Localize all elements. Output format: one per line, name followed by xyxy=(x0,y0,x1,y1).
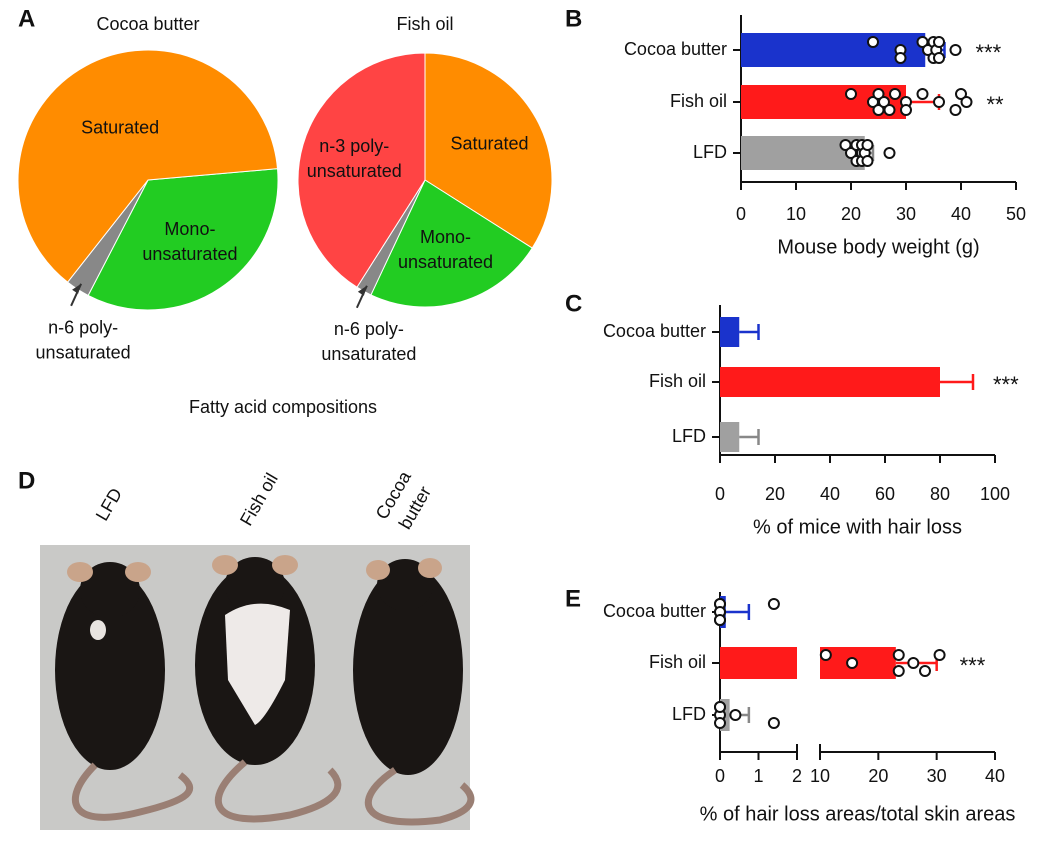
significance: *** xyxy=(960,653,986,678)
data-point xyxy=(845,88,857,100)
data-point xyxy=(714,701,726,713)
bar xyxy=(720,367,940,397)
photo-label: LFD xyxy=(92,485,126,524)
data-point xyxy=(955,88,967,100)
data-point xyxy=(892,665,905,677)
data-point xyxy=(867,36,879,48)
pie-label: Saturated xyxy=(81,117,159,137)
y-tick-label: Fish oil xyxy=(649,652,706,672)
photo xyxy=(40,545,475,830)
bar xyxy=(720,422,740,452)
data-point xyxy=(767,598,780,610)
x-tick-label: 60 xyxy=(875,484,895,504)
x-tick-label: 30 xyxy=(896,204,916,224)
photo-label: Fish oil xyxy=(236,470,282,529)
x-tick-label: 100 xyxy=(980,484,1010,504)
x-tick-label: 0 xyxy=(715,484,725,504)
pie-label: Saturated xyxy=(451,133,529,153)
y-tick-label: Cocoa butter xyxy=(624,39,727,59)
x-tick-label: 80 xyxy=(930,484,950,504)
data-point xyxy=(714,717,726,729)
x-tick-label: 0 xyxy=(715,766,725,786)
data-point xyxy=(916,88,929,100)
y-tick-label: Cocoa butter xyxy=(603,601,706,621)
panel-letter: A xyxy=(18,5,35,32)
x-tick-label: 0 xyxy=(736,204,746,224)
data-point xyxy=(933,36,945,48)
data-point xyxy=(960,96,973,108)
pie-label: n-6 poly-unsaturated xyxy=(36,317,131,362)
data-point xyxy=(714,614,726,626)
pie-caption: Fatty acid compositions xyxy=(189,397,377,417)
pie-slice xyxy=(297,52,426,288)
data-point xyxy=(933,649,946,661)
data-point xyxy=(919,665,931,677)
x-tick-label: 1 xyxy=(753,766,763,786)
x-tick-label: 30 xyxy=(927,766,947,786)
data-point xyxy=(883,104,896,116)
y-tick-label: LFD xyxy=(672,426,706,446)
data-point xyxy=(883,147,896,159)
pie-slice xyxy=(17,49,279,283)
y-tick-label: LFD xyxy=(672,704,706,724)
pie-arrowhead xyxy=(72,283,82,294)
data-point xyxy=(933,52,945,64)
panel-letter: E xyxy=(565,585,581,612)
x-tick-label: 10 xyxy=(786,204,806,224)
pie-slice xyxy=(424,52,553,249)
x-tick-label: 20 xyxy=(868,766,888,786)
pie-arrowhead xyxy=(357,285,367,296)
data-point xyxy=(949,44,962,56)
x-axis-label: % of mice with hair loss xyxy=(753,516,962,538)
data-point xyxy=(933,96,945,108)
significance: *** xyxy=(993,372,1019,397)
x-tick-label: 50 xyxy=(1006,204,1026,224)
data-point xyxy=(907,657,920,669)
x-tick-label: 10 xyxy=(810,766,830,786)
x-tick-label: 40 xyxy=(951,204,971,224)
x-tick-label: 2 xyxy=(792,766,802,786)
panel-letter: C xyxy=(565,290,582,317)
data-point xyxy=(900,104,912,116)
data-point xyxy=(767,717,780,729)
pie-label: Mono-unsaturated xyxy=(398,227,493,272)
x-tick-label: 40 xyxy=(820,484,840,504)
pie-label: n-3 poly-unsaturated xyxy=(307,136,402,181)
panel-letter: B xyxy=(565,5,582,32)
significance: ** xyxy=(987,92,1005,117)
bar xyxy=(720,647,797,679)
data-point xyxy=(894,52,907,64)
y-tick-label: Fish oil xyxy=(670,91,727,111)
x-tick-label: 40 xyxy=(985,766,1005,786)
bar xyxy=(720,317,740,347)
data-point xyxy=(819,649,832,661)
pie-title: Fish oil xyxy=(396,14,453,34)
data-point xyxy=(889,88,901,100)
data-point xyxy=(892,649,905,661)
data-point xyxy=(872,88,885,100)
photo-label: Cocoabutter xyxy=(371,467,436,535)
pie-label: Mono-unsaturated xyxy=(142,219,237,264)
data-point xyxy=(878,96,890,108)
pie-label: n-6 poly-unsaturated xyxy=(321,319,416,364)
data-point xyxy=(861,139,874,151)
x-axis-label: % of hair loss areas/total skin areas xyxy=(700,803,1016,825)
y-tick-label: Fish oil xyxy=(649,371,706,391)
y-tick-label: LFD xyxy=(693,142,727,162)
data-point xyxy=(861,155,874,167)
x-tick-label: 20 xyxy=(765,484,785,504)
data-point xyxy=(949,104,962,116)
panel-letter: D xyxy=(18,467,35,494)
data-point xyxy=(729,709,742,721)
pie-title: Cocoa butter xyxy=(96,14,199,34)
pie-slice xyxy=(370,179,533,308)
data-point xyxy=(846,657,859,669)
y-tick-label: Cocoa butter xyxy=(603,321,706,341)
significance: *** xyxy=(976,40,1002,65)
x-tick-label: 20 xyxy=(841,204,861,224)
x-axis-label: Mouse body weight (g) xyxy=(777,236,979,258)
